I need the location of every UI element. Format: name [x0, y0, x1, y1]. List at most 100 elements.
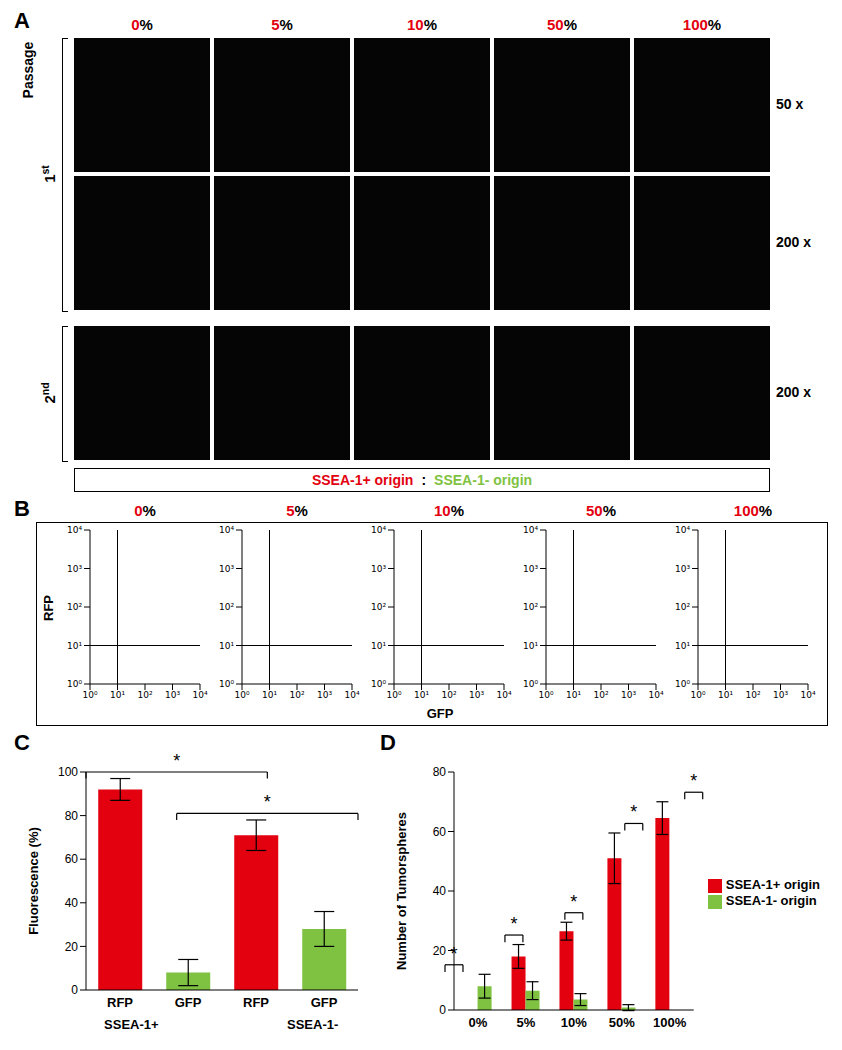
svg-text:10⁰: 10⁰	[371, 679, 386, 689]
html-text:200 x: 200 x	[776, 384, 811, 400]
html-text:10%: 10%	[407, 16, 437, 33]
svg-text:10¹: 10¹	[523, 641, 538, 651]
html-text:RFP: RFP	[40, 595, 56, 621]
html-text:B: B	[14, 496, 30, 521]
svg-text:*: *	[690, 771, 697, 791]
svg-text:SSEA-1+: SSEA-1+	[104, 1017, 159, 1032]
svg-text:10³: 10³	[523, 564, 538, 574]
svg-text:10³: 10³	[675, 564, 690, 574]
svg-text:40: 40	[65, 896, 79, 910]
svg-text:10⁴: 10⁴	[648, 690, 663, 700]
html-text:0%: 0%	[131, 16, 153, 33]
svg-text:10¹: 10¹	[67, 641, 82, 651]
svg-text:10⁴: 10⁴	[67, 525, 82, 535]
html-text:100%: 100%	[733, 502, 773, 519]
html-text:5%: 5%	[286, 502, 308, 519]
svg-text:10²: 10²	[67, 602, 82, 612]
svg-text:10²: 10²	[137, 690, 152, 700]
svg-text:10⁰: 10⁰	[82, 690, 97, 700]
svg-text:10⁰: 10⁰	[690, 690, 705, 700]
html-text:50 x: 50 x	[776, 96, 804, 112]
svg-text:10⁰: 10⁰	[538, 690, 553, 700]
svg-text:100: 100	[58, 765, 78, 779]
svg-text:10³: 10³	[317, 690, 332, 700]
svg-text:Number of Tumorspheres: Number of Tumorspheres	[394, 812, 409, 970]
svg-text:Fluorescence (%): Fluorescence (%)	[26, 827, 41, 935]
html-text:5%: 5%	[271, 16, 293, 33]
html-text:Passage: Passage	[20, 41, 36, 99]
html-text:100%: 100%	[682, 16, 722, 33]
svg-text:*: *	[630, 802, 637, 822]
svg-text:10⁴: 10⁴	[800, 690, 815, 700]
svg-text:60: 60	[65, 852, 79, 866]
svg-text:10²: 10²	[675, 602, 690, 612]
svg-text:10³: 10³	[773, 690, 788, 700]
svg-text:20: 20	[433, 944, 447, 958]
html-text:SSEA-1- origin: SSEA-1- origin	[434, 472, 533, 488]
svg-text:GFP: GFP	[175, 995, 202, 1010]
svg-text:RFP: RFP	[107, 995, 133, 1010]
svg-text:10⁰: 10⁰	[675, 679, 690, 689]
svg-text:10⁰: 10⁰	[219, 679, 234, 689]
svg-text:50%: 50%	[609, 1015, 635, 1030]
svg-text:40: 40	[433, 884, 447, 898]
svg-text:10³: 10³	[67, 564, 82, 574]
html-text:A: A	[14, 8, 30, 33]
svg-text:SSEA-1-: SSEA-1-	[287, 1017, 338, 1032]
svg-text:20: 20	[65, 940, 79, 954]
svg-text:GFP: GFP	[311, 995, 338, 1010]
svg-text:10⁰: 10⁰	[234, 690, 249, 700]
svg-text:0: 0	[439, 1003, 446, 1017]
svg-text:10⁴: 10⁴	[371, 525, 386, 535]
svg-text:10³: 10³	[469, 690, 484, 700]
svg-text:*: *	[173, 751, 180, 771]
svg-text:0%: 0%	[469, 1015, 488, 1030]
svg-text:10²: 10²	[745, 690, 760, 700]
svg-text:5%: 5%	[517, 1015, 536, 1030]
svg-text:10¹: 10¹	[262, 690, 277, 700]
svg-text:10¹: 10¹	[414, 690, 429, 700]
svg-text:*: *	[510, 914, 517, 934]
svg-text:10²: 10²	[441, 690, 456, 700]
svg-text:*: *	[264, 792, 271, 812]
svg-text:10¹: 10¹	[566, 690, 581, 700]
svg-text:80: 80	[65, 809, 79, 823]
svg-text:100%: 100%	[653, 1015, 687, 1030]
svg-text:10³: 10³	[621, 690, 636, 700]
svg-text:10⁴: 10⁴	[219, 525, 234, 535]
html-text:10%: 10%	[434, 502, 464, 519]
svg-text:10%: 10%	[561, 1015, 587, 1030]
html-text:50%: 50%	[547, 16, 577, 33]
svg-text:10³: 10³	[371, 564, 386, 574]
svg-text:10¹: 10¹	[718, 690, 733, 700]
html-text:50%: 50%	[586, 502, 616, 519]
svg-text:10³: 10³	[219, 564, 234, 574]
svg-text:*: *	[450, 944, 457, 964]
svg-text:10³: 10³	[165, 690, 180, 700]
svg-text:10⁴: 10⁴	[523, 525, 538, 535]
svg-text:RFP: RFP	[243, 995, 269, 1010]
svg-text:10⁴: 10⁴	[496, 690, 511, 700]
svg-text:10²: 10²	[523, 602, 538, 612]
svg-text:10⁴: 10⁴	[192, 690, 207, 700]
svg-text:10²: 10²	[219, 602, 234, 612]
svg-text:80: 80	[433, 765, 447, 779]
svg-text:10⁴: 10⁴	[675, 525, 690, 535]
svg-text:10⁴: 10⁴	[344, 690, 359, 700]
svg-text:10¹: 10¹	[371, 641, 386, 651]
html-text:200 x: 200 x	[776, 234, 811, 250]
svg-text:10²: 10²	[593, 690, 608, 700]
html-text:SSEA-1+ origin: SSEA-1+ origin	[311, 472, 414, 488]
svg-text:10⁰: 10⁰	[67, 679, 82, 689]
svg-text:10¹: 10¹	[110, 690, 125, 700]
svg-text:0: 0	[71, 983, 78, 997]
svg-text:*: *	[570, 892, 577, 912]
svg-text:10¹: 10¹	[219, 641, 234, 651]
svg-text:10⁰: 10⁰	[523, 679, 538, 689]
html-text:0%: 0%	[134, 502, 156, 519]
svg-text:10²: 10²	[371, 602, 386, 612]
svg-text:10¹: 10¹	[675, 641, 690, 651]
svg-text:60: 60	[433, 825, 447, 839]
svg-text:10⁰: 10⁰	[386, 690, 401, 700]
svg-text:10²: 10²	[289, 690, 304, 700]
